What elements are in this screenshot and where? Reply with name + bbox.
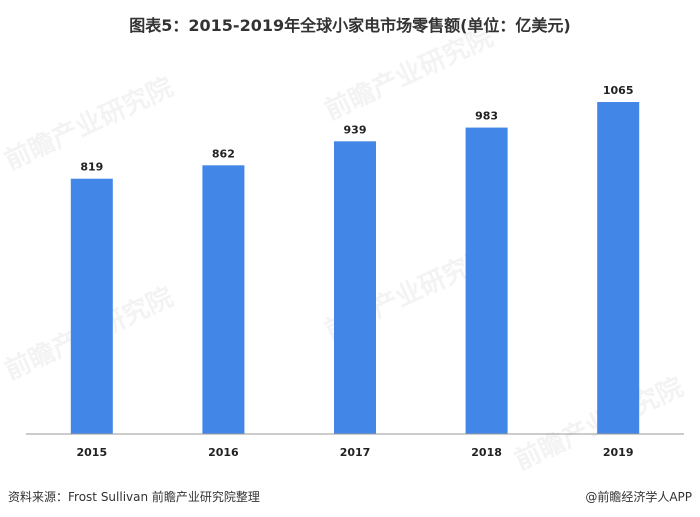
bar-2018 xyxy=(465,127,508,434)
value-label-2017: 939 xyxy=(344,123,367,136)
brand-note: @前瞻经济学人APP xyxy=(585,490,692,504)
value-label-2016: 862 xyxy=(212,147,235,160)
value-label-2019: 1065 xyxy=(603,84,634,97)
chart-title: 图表5：2015-2019年全球小家电市场零售额(单位：亿美元) xyxy=(129,16,571,35)
bars-group xyxy=(70,102,640,434)
bar-2017 xyxy=(334,141,376,434)
x-tick-label-2015: 2015 xyxy=(76,446,107,459)
source-note: 资料来源：Frost Sullivan 前瞻产业研究院整理 xyxy=(8,490,260,504)
x-tick-label-2018: 2018 xyxy=(471,446,502,459)
value-label-2018: 983 xyxy=(475,110,498,123)
x-tick-label-2017: 2017 xyxy=(340,446,371,459)
x-tick-labels-group: 2015 2016 2017 2018 2019 xyxy=(76,446,633,459)
bar-2015 xyxy=(70,178,113,434)
bar-2016 xyxy=(202,165,245,434)
x-tick-label-2016: 2016 xyxy=(208,446,239,459)
x-tick-label-2019: 2019 xyxy=(603,446,634,459)
bar-2019 xyxy=(597,102,640,434)
watermark-text: 前瞻产业研究院 xyxy=(320,21,498,126)
value-label-2015: 819 xyxy=(80,161,103,174)
value-labels-group: 819 862 939 983 1065 xyxy=(80,84,633,174)
